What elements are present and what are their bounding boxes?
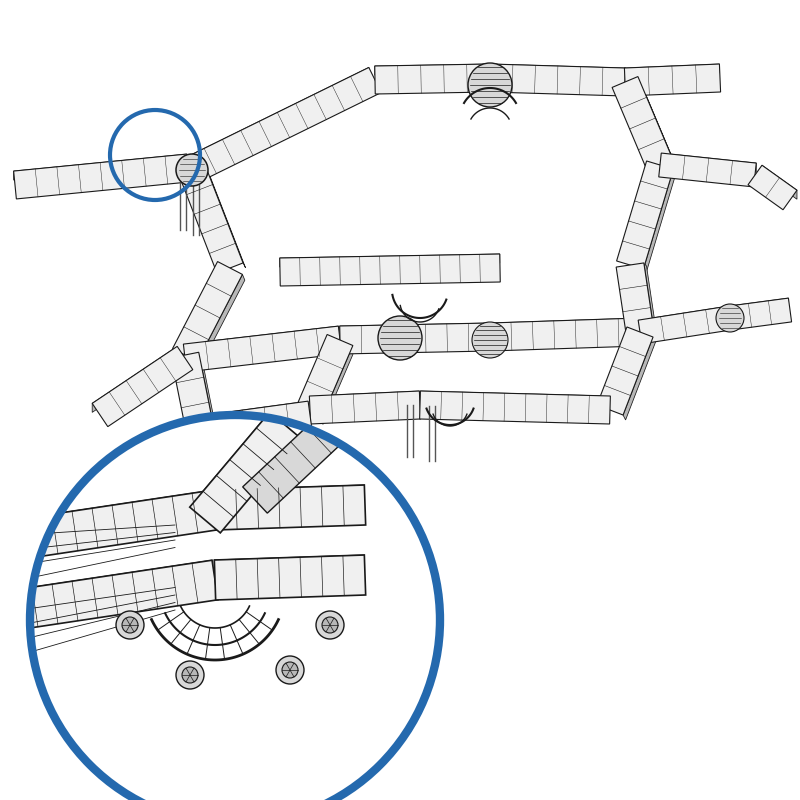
Polygon shape	[340, 323, 490, 354]
Circle shape	[316, 611, 344, 639]
Circle shape	[378, 316, 422, 360]
Polygon shape	[14, 154, 190, 199]
Polygon shape	[662, 153, 756, 172]
Polygon shape	[214, 555, 364, 572]
Polygon shape	[214, 485, 366, 530]
Polygon shape	[173, 262, 242, 362]
Polygon shape	[12, 490, 212, 532]
Polygon shape	[597, 327, 653, 415]
Polygon shape	[12, 490, 218, 560]
Polygon shape	[198, 352, 216, 430]
Circle shape	[122, 617, 138, 633]
Polygon shape	[612, 77, 673, 170]
Polygon shape	[190, 412, 300, 533]
Circle shape	[468, 63, 512, 107]
Polygon shape	[214, 485, 364, 502]
Polygon shape	[12, 560, 212, 602]
Polygon shape	[644, 263, 657, 333]
Polygon shape	[12, 560, 218, 630]
Circle shape	[176, 661, 204, 689]
Polygon shape	[187, 412, 270, 513]
Polygon shape	[490, 318, 641, 351]
Polygon shape	[214, 555, 366, 600]
Polygon shape	[643, 169, 676, 274]
Polygon shape	[490, 64, 626, 96]
Polygon shape	[374, 64, 490, 94]
Polygon shape	[198, 274, 245, 367]
Polygon shape	[625, 64, 719, 77]
Polygon shape	[198, 401, 308, 425]
Polygon shape	[198, 401, 312, 444]
Polygon shape	[310, 391, 419, 405]
Polygon shape	[623, 337, 655, 420]
Polygon shape	[617, 161, 674, 269]
Polygon shape	[729, 298, 791, 330]
Polygon shape	[420, 391, 610, 405]
Polygon shape	[323, 346, 353, 425]
Polygon shape	[92, 346, 178, 412]
Circle shape	[182, 667, 198, 683]
Polygon shape	[92, 346, 193, 426]
Polygon shape	[297, 334, 353, 415]
Polygon shape	[280, 254, 500, 286]
Polygon shape	[729, 298, 789, 315]
Polygon shape	[340, 323, 490, 335]
Polygon shape	[242, 412, 347, 513]
Polygon shape	[625, 64, 721, 96]
Polygon shape	[638, 77, 675, 165]
Polygon shape	[186, 67, 369, 166]
Polygon shape	[14, 154, 186, 180]
Polygon shape	[241, 412, 322, 493]
Polygon shape	[616, 263, 654, 334]
Polygon shape	[638, 306, 728, 329]
Polygon shape	[171, 352, 214, 433]
Polygon shape	[490, 64, 626, 77]
Circle shape	[472, 322, 508, 358]
Circle shape	[282, 662, 298, 678]
Polygon shape	[310, 391, 421, 424]
Circle shape	[716, 304, 744, 332]
Polygon shape	[748, 166, 797, 210]
Circle shape	[276, 656, 304, 684]
Polygon shape	[658, 153, 756, 187]
Polygon shape	[490, 318, 639, 332]
Polygon shape	[183, 326, 342, 372]
Circle shape	[176, 154, 208, 186]
Polygon shape	[179, 165, 243, 273]
Polygon shape	[374, 64, 490, 75]
Circle shape	[30, 415, 440, 800]
Polygon shape	[205, 165, 246, 268]
Polygon shape	[638, 306, 732, 344]
Polygon shape	[762, 166, 797, 199]
Polygon shape	[420, 391, 610, 424]
Polygon shape	[183, 326, 338, 353]
Circle shape	[322, 617, 338, 633]
Circle shape	[116, 611, 144, 639]
Polygon shape	[280, 254, 500, 267]
Polygon shape	[186, 67, 381, 182]
